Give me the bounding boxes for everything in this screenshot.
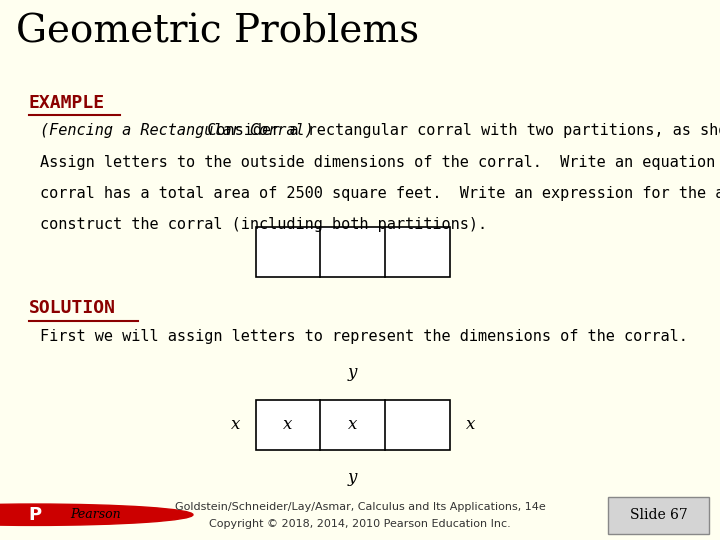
Text: x: x: [230, 416, 240, 434]
Text: y: y: [348, 469, 358, 485]
Text: x: x: [283, 416, 293, 434]
Text: Copyright © 2018, 2014, 2010 Pearson Education Inc.: Copyright © 2018, 2014, 2010 Pearson Edu…: [209, 519, 511, 529]
Text: Assign letters to the outside dimensions of the corral.  Write an equation expre: Assign letters to the outside dimensions…: [40, 154, 720, 170]
Circle shape: [0, 504, 193, 525]
FancyBboxPatch shape: [608, 497, 709, 534]
Text: First we will assign letters to represent the dimensions of the corral.: First we will assign letters to represen…: [40, 329, 688, 344]
Text: x: x: [465, 416, 475, 434]
Text: Geometric Problems: Geometric Problems: [16, 14, 419, 51]
Text: (Fencing a Rectangular Corral): (Fencing a Rectangular Corral): [40, 124, 313, 138]
Bar: [256, 400, 450, 450]
Bar: [256, 227, 450, 277]
Text: Consider a rectangular corral with two partitions, as shown below.: Consider a rectangular corral with two p…: [189, 124, 720, 138]
Text: x: x: [348, 416, 358, 434]
Text: Pearson: Pearson: [71, 508, 121, 521]
Text: corral has a total area of 2500 square feet.  Write an expression for the amount: corral has a total area of 2500 square f…: [40, 186, 720, 201]
Text: SOLUTION: SOLUTION: [29, 299, 116, 318]
Text: Goldstein/Schneider/Lay/Asmar, Calculus and Its Applications, 14e: Goldstein/Schneider/Lay/Asmar, Calculus …: [175, 502, 545, 512]
Text: y: y: [348, 364, 358, 381]
Text: EXAMPLE: EXAMPLE: [29, 94, 105, 112]
Text: construct the corral (including both partitions).: construct the corral (including both par…: [40, 217, 487, 232]
Text: P: P: [28, 506, 41, 524]
Text: Slide 67: Slide 67: [630, 508, 688, 522]
